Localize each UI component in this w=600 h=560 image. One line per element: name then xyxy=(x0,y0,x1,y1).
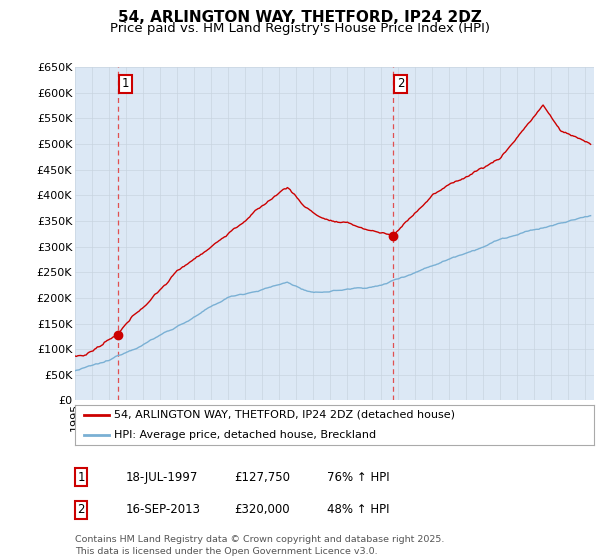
Text: £320,000: £320,000 xyxy=(234,503,290,516)
Text: 16-SEP-2013: 16-SEP-2013 xyxy=(126,503,201,516)
Text: 1: 1 xyxy=(77,470,85,484)
Text: 76% ↑ HPI: 76% ↑ HPI xyxy=(327,470,389,484)
Text: 18-JUL-1997: 18-JUL-1997 xyxy=(126,470,199,484)
Text: £127,750: £127,750 xyxy=(234,470,290,484)
Text: Price paid vs. HM Land Registry's House Price Index (HPI): Price paid vs. HM Land Registry's House … xyxy=(110,22,490,35)
Text: 54, ARLINGTON WAY, THETFORD, IP24 2DZ (detached house): 54, ARLINGTON WAY, THETFORD, IP24 2DZ (d… xyxy=(114,410,455,420)
Text: Contains HM Land Registry data © Crown copyright and database right 2025.
This d: Contains HM Land Registry data © Crown c… xyxy=(75,535,445,556)
Text: 2: 2 xyxy=(77,503,85,516)
Text: 48% ↑ HPI: 48% ↑ HPI xyxy=(327,503,389,516)
Text: HPI: Average price, detached house, Breckland: HPI: Average price, detached house, Brec… xyxy=(114,430,376,440)
Text: 2: 2 xyxy=(397,77,404,91)
Text: 1: 1 xyxy=(122,77,129,91)
Text: 54, ARLINGTON WAY, THETFORD, IP24 2DZ: 54, ARLINGTON WAY, THETFORD, IP24 2DZ xyxy=(118,10,482,25)
